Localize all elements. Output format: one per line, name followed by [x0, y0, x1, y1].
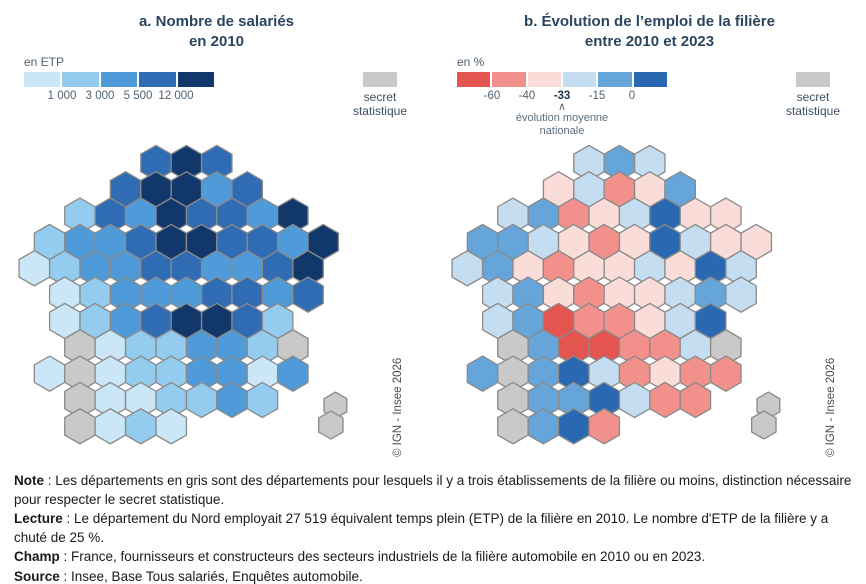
department-cell — [466, 355, 499, 392]
legend-tick: -15 — [588, 90, 606, 102]
legend-unit-label: en % — [457, 55, 485, 69]
department-cell — [185, 381, 218, 419]
legend-class-swatch — [24, 72, 61, 87]
legend-ticks: -60 -40 -33 -15 0 — [457, 90, 667, 103]
legend-color-ramp — [24, 72, 215, 87]
department-cell — [527, 407, 560, 445]
note-text: : Le département du Nord employait 27 51… — [14, 511, 829, 546]
legend-class-swatch — [100, 72, 138, 87]
map-copyright: © IGN - Insee 2026 — [825, 358, 837, 457]
legend-unit-label: en ETP — [24, 55, 65, 69]
legend-tick: 12 000 — [158, 90, 194, 102]
legend-class-swatch — [492, 72, 526, 87]
department-cell — [216, 381, 248, 419]
note-label: Source — [14, 568, 60, 584]
department-cell — [246, 381, 279, 419]
legend-tick: -33 — [553, 90, 571, 102]
department-cell — [751, 410, 777, 440]
secret-label: secret statistique — [785, 90, 840, 119]
department-cell — [94, 407, 127, 445]
legend-class-swatch — [139, 72, 176, 87]
panel-a-legend: en ETP 1 000 3 000 5 500 12 000 secret stat… — [8, 55, 425, 139]
department-cell — [64, 407, 96, 445]
legend-tick: 0 — [628, 90, 636, 102]
department-cell — [709, 355, 742, 392]
legend-tick: -40 — [518, 90, 536, 102]
legend-class-swatch — [633, 72, 667, 87]
secret-label: secret statistique — [352, 90, 407, 119]
department-cell — [155, 407, 188, 445]
map-copyright: © IGN - Insee 2026 — [392, 358, 404, 457]
note-line: Note : Les départements en gris sont des… — [14, 471, 852, 509]
note-label: Champ — [14, 549, 60, 565]
legend-secret: secret statistique — [353, 72, 407, 119]
department-cell — [276, 355, 309, 392]
legend-class-swatch — [177, 72, 215, 87]
department-cell — [725, 276, 757, 313]
secret-color-swatch — [362, 72, 397, 87]
department-cell — [318, 410, 344, 440]
note-text: : Insee, Base Tous salariés, Enquêtes au… — [59, 568, 363, 584]
legend-tick: -60 — [483, 90, 501, 102]
maps-row: a. Nombre de salariés en 2010 en ETP 1 0… — [0, 0, 866, 465]
source-line: Source : Insee, Base Tous salariés, Enqu… — [14, 567, 852, 584]
note-text: : France, fournisseurs et constructeurs … — [59, 549, 706, 565]
panel-b-title: b. Évolution de l’emploi de la filière e… — [524, 13, 775, 50]
panel-a: a. Nombre de salariés en 2010 en ETP 1 0… — [0, 0, 433, 465]
notes: Note : Les départements en gris sont des… — [0, 465, 866, 584]
lecture-line: Lecture : Le département du Nord employa… — [14, 509, 852, 547]
note-text: : Les départements en gris sont des dépa… — [14, 472, 852, 507]
choropleth-map-b: © IGN - Insee 2026 — [451, 144, 837, 457]
choropleth-map-a: © IGN - Insee 2026 — [18, 144, 404, 457]
legend-annotation: ∧ évolution moyenne nationale — [482, 101, 642, 138]
department-cell — [588, 407, 621, 445]
legend-ticks: 1 000 3 000 5 500 12 000 — [24, 90, 214, 103]
caret-up-icon: ∧ — [557, 101, 567, 113]
department-cell — [497, 407, 529, 445]
legend-tick: 1 000 — [47, 90, 77, 102]
secret-color-swatch — [795, 72, 830, 87]
legend-class-swatch — [62, 72, 99, 87]
legend-color-ramp — [457, 72, 667, 87]
champ-line: Champ : France, fournisseurs et construc… — [14, 547, 852, 566]
note-label: Note — [14, 472, 44, 488]
map-wrap-a: © IGN - Insee 2026 — [8, 141, 425, 465]
panel-b: b. Évolution de l’emploi de la filière e… — [433, 0, 866, 465]
map-wrap-b: © IGN - Insee 2026 — [441, 141, 858, 465]
note-label: Lecture — [14, 511, 63, 527]
department-cell — [33, 355, 66, 392]
legend-class-swatch — [457, 72, 491, 87]
legend-tick: 3 000 — [85, 90, 115, 102]
department-cell — [557, 407, 590, 445]
department-cell — [618, 381, 651, 419]
legend-secret: secret statistique — [786, 72, 840, 119]
annotation-text: évolution moyenne nationale — [515, 112, 609, 138]
panel-b-legend: en % -60 -40 -33 -15 0 ∧ évolution moyenne n… — [441, 55, 858, 139]
legend-tick: 5 500 — [123, 90, 153, 102]
legend-class-swatch — [598, 72, 632, 87]
department-cell — [292, 276, 324, 313]
legend-class-swatch — [527, 72, 561, 87]
panel-a-title: a. Nombre de salariés en 2010 — [138, 13, 295, 50]
department-cell — [124, 407, 157, 445]
department-cell — [649, 381, 681, 419]
legend-class-swatch — [562, 72, 597, 87]
department-cell — [679, 381, 712, 419]
